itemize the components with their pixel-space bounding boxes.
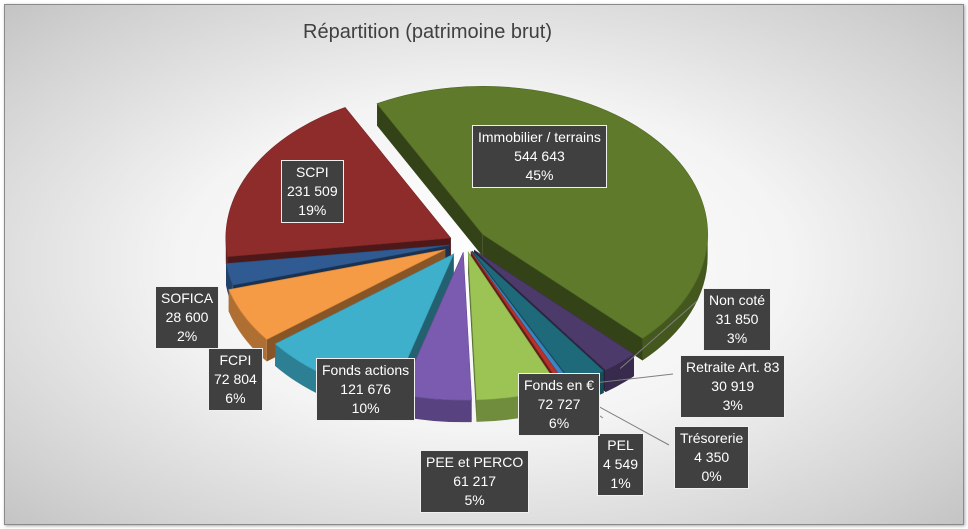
pie-slice [400,252,472,423]
data-label: Non coté 31 850 3% [703,288,772,351]
data-label-name: Non coté [709,292,766,308]
data-label-percent: 5% [464,492,485,508]
data-label-value: 544 643 [514,148,565,164]
data-label-name: SCPI [295,164,329,180]
data-label-value: 30 919 [711,378,755,394]
pie-slice-top [228,249,446,340]
pie-slice-rim [605,354,634,393]
pie-slice-rim [400,394,472,423]
data-label: Fonds en € 72 727 6% [518,373,601,436]
data-label: Retraite Art. 83 30 919 3% [680,355,786,418]
data-label-value: 121 676 [340,381,391,397]
data-label: SOFICA 28 600 2% [155,286,220,349]
data-label-name: SOFICA [161,290,214,306]
data-label: SCPI 231 509 19% [281,160,344,223]
data-label: Trésorerie 4 350 0% [674,426,750,489]
chart-title: Répartition (patrimoine brut) [303,21,552,43]
pie-slice-side [377,103,483,257]
data-label-name: PEL [607,437,634,453]
leader-line [588,373,674,385]
pie-slice [376,86,708,361]
data-label-percent: 3% [722,397,743,413]
data-label: Immobilier / terrains 544 643 45% [472,125,607,188]
data-label-value: 231 509 [287,183,338,199]
data-label-name: Fonds en € [524,377,595,393]
data-label: PEE et PERCO 61 217 5% [420,450,530,513]
data-label-value: 4 350 [694,449,730,465]
data-label-percent: 19% [298,202,327,218]
data-label-percent: 6% [548,415,570,431]
data-label-percent: 3% [726,330,748,346]
data-label-percent: 1% [610,475,631,491]
data-label-name: Retraite Art. 83 [686,359,780,375]
data-label-value: 61 217 [453,473,497,489]
data-label-name: FCPI [219,352,252,368]
chart-area: Répartition (patrimoine brut) Immobilier… [4,4,964,525]
data-label-percent: 6% [225,390,246,406]
data-label-name: Trésorerie [680,430,744,446]
data-label: FCPI 72 804 6% [208,348,263,411]
pie-slice-top [376,86,708,339]
data-label-value: 72 804 [214,371,257,387]
data-label-name: Fonds actions [322,362,410,378]
leader-line [619,300,698,369]
data-label: Fonds actions 121 676 10% [316,358,416,421]
pie-slice-side [468,252,477,422]
pie-chart [225,86,708,446]
pie-slice-top [473,249,635,371]
pie-slice-top [225,244,450,286]
pie-slice-side [482,234,643,361]
data-label-percent: 45% [525,167,554,183]
data-label-value: 28 600 [165,309,209,325]
pie-slice-rim [642,234,708,361]
data-label-value: 72 727 [537,396,581,412]
data-label-name: Immobilier / terrains [478,129,601,145]
data-label-name: PEE et PERCO [426,454,524,470]
data-label: PEL 4 549 1% [597,433,645,496]
data-label-percent: 2% [176,328,198,344]
data-label-value: 31 850 [715,311,759,327]
data-label-percent: 10% [351,400,380,416]
data-label-percent: 0% [701,468,722,484]
data-label-value: 4 549 [603,456,639,472]
